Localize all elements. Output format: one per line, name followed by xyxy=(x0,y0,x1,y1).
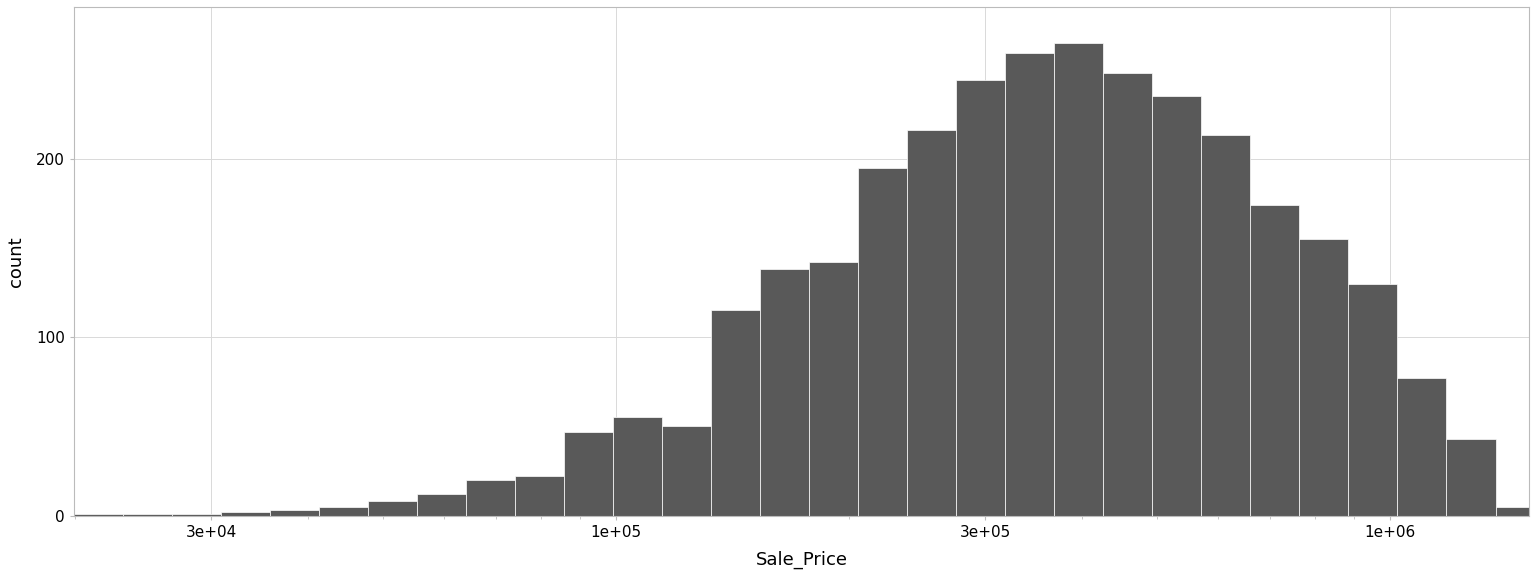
Y-axis label: count: count xyxy=(8,236,25,287)
Bar xyxy=(515,476,564,516)
Bar xyxy=(1054,43,1103,516)
Bar xyxy=(760,270,809,516)
X-axis label: Sale_Price: Sale_Price xyxy=(756,551,848,569)
Bar xyxy=(1398,378,1447,516)
Bar xyxy=(1447,439,1496,516)
Bar xyxy=(1496,507,1536,516)
Bar xyxy=(319,507,369,516)
Bar xyxy=(1006,54,1054,516)
Bar xyxy=(172,514,221,516)
Bar xyxy=(369,501,418,516)
Bar xyxy=(564,432,613,516)
Bar xyxy=(859,168,908,516)
Bar xyxy=(418,494,465,516)
Bar xyxy=(1103,73,1152,516)
Bar xyxy=(613,418,662,516)
Bar xyxy=(465,480,515,516)
Bar xyxy=(711,310,760,516)
Bar xyxy=(1349,283,1398,516)
Bar xyxy=(809,262,859,516)
Bar xyxy=(1250,205,1299,516)
Bar xyxy=(1299,239,1349,516)
Bar xyxy=(957,80,1006,516)
Bar xyxy=(1201,135,1250,516)
Bar xyxy=(270,510,319,516)
Bar xyxy=(662,426,711,516)
Bar xyxy=(123,514,172,516)
Bar xyxy=(908,130,957,516)
Bar xyxy=(221,512,270,516)
Bar xyxy=(74,514,123,516)
Bar xyxy=(1152,96,1201,516)
